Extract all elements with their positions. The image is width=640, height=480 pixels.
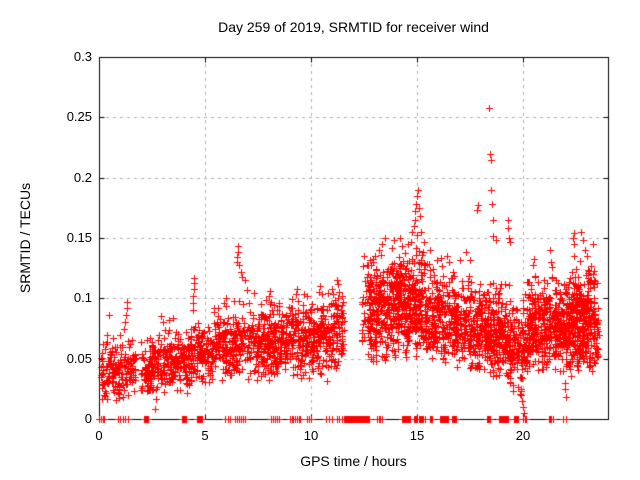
- x-tick-label: 15: [409, 428, 425, 443]
- x-tick-label: 10: [303, 428, 319, 443]
- y-tick-label: 0.1: [73, 290, 92, 305]
- x-tick-label: 20: [515, 428, 531, 443]
- y-tick-label: 0.2: [73, 170, 92, 185]
- y-tick-label: 0: [84, 411, 92, 426]
- y-tick-label: 0.3: [73, 49, 92, 64]
- y-tick-label: 0.15: [66, 230, 92, 245]
- chart-title: Day 259 of 2019, SRMTID for receiver win…: [218, 19, 489, 35]
- x-axis-label: GPS time / hours: [300, 453, 407, 469]
- y-tick-label: 0.25: [66, 109, 92, 124]
- x-tick-label: 5: [201, 428, 209, 443]
- y-tick-label: 0.05: [66, 351, 92, 366]
- x-tick-label: 0: [95, 428, 103, 443]
- y-axis-label: SRMTID / TECUs: [17, 182, 33, 294]
